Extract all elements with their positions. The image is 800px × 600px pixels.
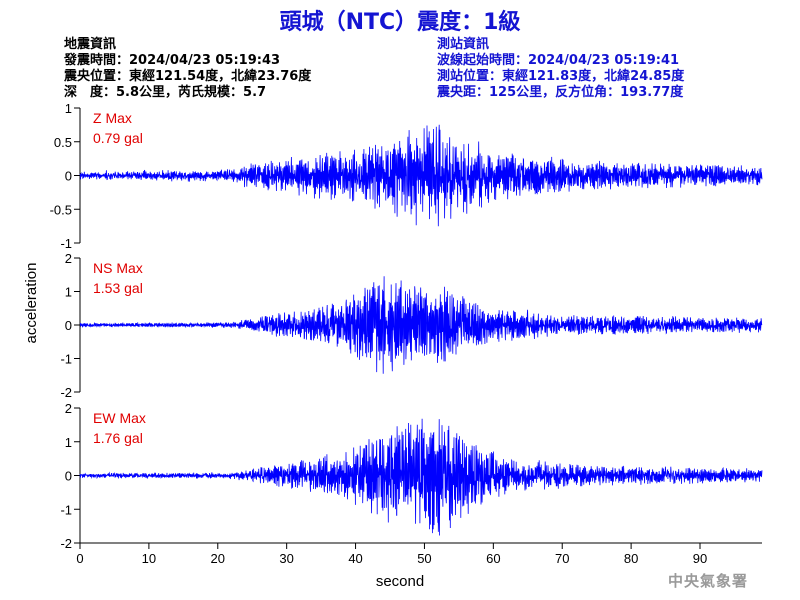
- x-tick-label: 80: [624, 551, 638, 566]
- epicenter: 震央位置：東經121.54度，北緯23.76度: [64, 69, 312, 84]
- y-tick-label: 0: [65, 169, 72, 184]
- x-tick-label: 0: [76, 551, 83, 566]
- quake-info-heading: 地震資訊: [64, 37, 117, 52]
- quake-info-block: 地震資訊 發震時間：2024/04/23 05:19:43 震央位置：東經121.5…: [64, 37, 311, 101]
- y-tick-label: -0.5: [50, 202, 72, 217]
- x-tick-label: 60: [486, 551, 500, 566]
- y-tick-label: 1: [65, 101, 72, 116]
- waveform-ew: [79, 418, 763, 536]
- x-tick-label: 90: [693, 551, 707, 566]
- waveform-ns: [79, 276, 763, 374]
- y-tick-label: -2: [60, 536, 72, 551]
- max-value-z: 0.79 gal: [93, 130, 143, 146]
- y-tick-label: 2: [65, 401, 72, 416]
- max-label-z: Z Max: [93, 110, 132, 126]
- x-tick-label: 70: [555, 551, 569, 566]
- x-tick-label: 20: [211, 551, 225, 566]
- cwa-watermark: 中央氣象署: [667, 572, 748, 590]
- x-tick-label: 10: [142, 551, 156, 566]
- y-tick-label: 2: [65, 251, 72, 266]
- max-value-ew: 1.76 gal: [93, 430, 143, 446]
- y-tick-label: -2: [60, 385, 72, 400]
- y-tick-label: 0.5: [54, 135, 72, 150]
- x-tick-label: 30: [279, 551, 293, 566]
- x-tick-label: 50: [417, 551, 431, 566]
- y-tick-label: -1: [60, 502, 72, 517]
- origin-time: 發震時間：2024/04/23 05:19:43: [64, 53, 281, 68]
- y-tick-label: 0: [65, 318, 72, 333]
- waveform-z: [79, 124, 763, 227]
- y-tick-label: 0: [65, 469, 72, 484]
- chart-title: 頭城（NTC）震度：1級: [279, 10, 521, 35]
- station-location: 測站位置：東經121.83度，北緯24.85度: [437, 69, 685, 84]
- station-info-heading: 測站資訊: [437, 37, 490, 52]
- y-tick-label: -1: [60, 236, 72, 251]
- y-axis-label: acceleration: [23, 263, 40, 344]
- max-label-ns: NS Max: [93, 260, 143, 276]
- x-tick-label: 40: [348, 551, 362, 566]
- y-tick-label: 1: [65, 435, 72, 450]
- epicentral-distance: 震央距：125公里，反方位角：193.77度: [437, 85, 684, 100]
- max-label-ew: EW Max: [93, 410, 146, 426]
- depth-magnitude: 深 度：5.8公里，芮氏規模：5.7: [64, 85, 267, 100]
- y-tick-label: -1: [60, 352, 72, 367]
- max-value-ns: 1.53 gal: [93, 280, 143, 296]
- x-axis-label: second: [376, 573, 424, 590]
- wave-start-time: 波線起始時間：2024/04/23 05:19:41: [437, 53, 680, 68]
- station-info-block: 測站資訊 波線起始時間：2024/04/23 05:19:41 測站位置：東經121…: [437, 37, 684, 101]
- y-tick-label: 1: [65, 285, 72, 300]
